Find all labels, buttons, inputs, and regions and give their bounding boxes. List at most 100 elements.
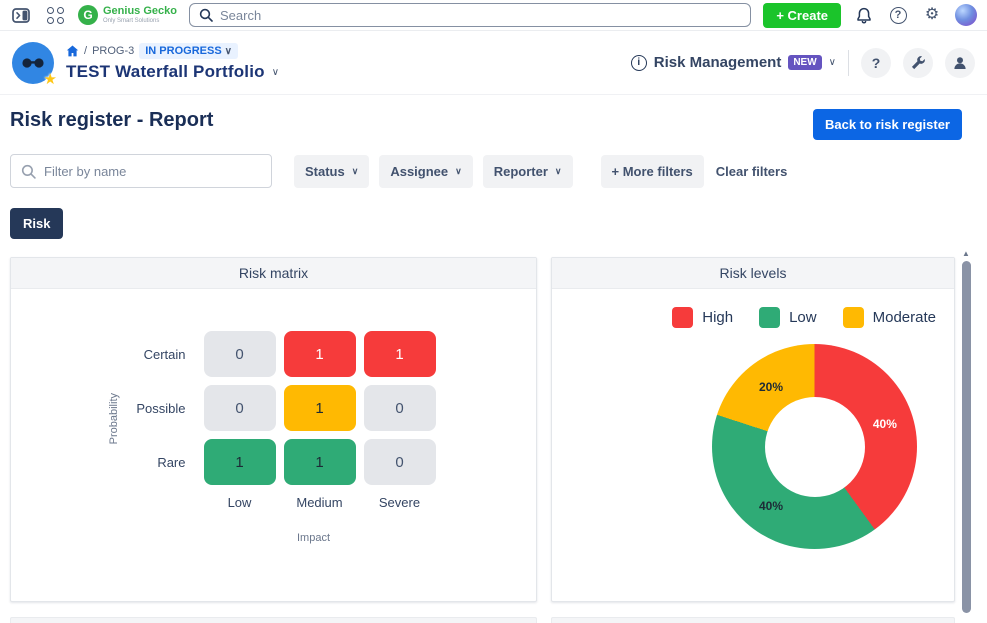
wrench-icon bbox=[911, 56, 925, 70]
matrix-cell-possible-low[interactable]: 0 bbox=[203, 385, 276, 431]
clear-filters-link[interactable]: Clear filters bbox=[715, 163, 788, 179]
matrix-row: Rare 1 1 0 bbox=[122, 435, 440, 489]
top-navbar: G Genius Gecko Only Smart Solutions + Cr… bbox=[0, 0, 987, 31]
donut-chart-area: 40% 40% 20% bbox=[712, 344, 917, 549]
matrix-row: Possible 0 1 0 bbox=[122, 381, 440, 435]
filter-bar: Status∨ Assignee∨ Reporter∨ + More filte… bbox=[0, 146, 987, 188]
breadcrumb-project-key[interactable]: PROG-3 bbox=[92, 45, 135, 57]
help-icon[interactable]: ? bbox=[887, 4, 909, 26]
risk-matrix-body: Probability Certain 0 1 1 Possible 0 1 0 Rare 1 1 0… bbox=[11, 289, 536, 601]
matrix-cell-possible-severe[interactable]: 0 bbox=[363, 385, 436, 431]
risk-matrix-card: Risk matrix Probability Certain 0 1 1 Possib… bbox=[10, 257, 537, 602]
genius-gecko-logo[interactable]: G Genius Gecko Only Smart Solutions bbox=[78, 5, 177, 25]
tools-wrench-button[interactable] bbox=[903, 47, 933, 78]
breadcrumb: / PROG-3 IN PROGRESS ∨ bbox=[66, 43, 279, 59]
legend-swatch bbox=[672, 307, 694, 328]
back-to-risk-register-button[interactable]: Back to risk register bbox=[812, 109, 962, 140]
matrix-cell-rare-low[interactable]: 1 bbox=[203, 439, 276, 485]
legend-swatch bbox=[759, 307, 781, 328]
matrix-column-label: Severe bbox=[378, 495, 421, 510]
scroll-up-arrow-icon[interactable]: ▲ bbox=[962, 249, 970, 258]
reporter-filter-dropdown[interactable]: Reporter ∨ bbox=[482, 154, 573, 188]
vertical-scrollbar[interactable]: ▲ bbox=[960, 249, 973, 623]
user-avatar[interactable] bbox=[955, 4, 977, 26]
status-filter-dropdown[interactable]: Status ∨ bbox=[294, 154, 370, 188]
settings-gear-icon[interactable]: ⚙ bbox=[924, 6, 940, 23]
risk-levels-title: Risk levels bbox=[552, 258, 954, 289]
risk-matrix-grid: Certain 0 1 1 Possible 0 1 0 Rare 1 1 0 Low Medium Sev… bbox=[122, 327, 440, 510]
chevron-down-icon: ∨ bbox=[828, 57, 836, 68]
name-filter-field[interactable] bbox=[10, 154, 272, 188]
more-filters-button[interactable]: + More filters bbox=[600, 154, 704, 188]
logo-tagline: Only Smart Solutions bbox=[103, 18, 160, 24]
search-icon bbox=[21, 164, 36, 179]
chevron-down-icon: ∨ bbox=[351, 165, 359, 176]
risk-management-menu[interactable]: i Risk Management NEW ∨ bbox=[630, 54, 836, 71]
name-filter-input[interactable] bbox=[44, 163, 261, 179]
scrollbar-thumb[interactable] bbox=[962, 261, 971, 613]
profile-button[interactable] bbox=[945, 47, 975, 78]
matrix-column-label: Low bbox=[227, 495, 252, 510]
slice-label-moderate: 20% bbox=[758, 379, 784, 394]
search-icon bbox=[199, 8, 213, 22]
slice-label-high: 40% bbox=[872, 416, 897, 431]
chevron-down-icon: ∨ bbox=[455, 165, 462, 176]
create-button[interactable]: + Create bbox=[763, 2, 841, 28]
legend-label: Low bbox=[789, 309, 817, 326]
assignee-filter-dropdown[interactable]: Assignee ∨ bbox=[379, 154, 473, 188]
risk-levels-card: Risk levels High Low Moderate 40% 40% 20% bbox=[551, 257, 955, 602]
slice-label-low: 40% bbox=[758, 499, 784, 514]
legend-item-moderate[interactable]: Moderate bbox=[842, 307, 936, 328]
matrix-cell-certain-medium[interactable]: 1 bbox=[283, 331, 356, 377]
matrix-row-label: Certain bbox=[143, 346, 186, 362]
home-icon[interactable] bbox=[66, 45, 79, 57]
project-header: ★ / PROG-3 IN PROGRESS ∨ TEST Waterfall … bbox=[0, 31, 987, 95]
matrix-column-label: Medium bbox=[296, 495, 343, 510]
notifications-bell-icon[interactable] bbox=[853, 4, 875, 26]
status-badge[interactable]: IN PROGRESS ∨ bbox=[139, 43, 238, 59]
matrix-y-axis-label: Probability bbox=[107, 392, 120, 445]
matrix-cell-certain-severe[interactable]: 1 bbox=[363, 331, 436, 377]
tab-row: Risk bbox=[0, 188, 987, 239]
glasses-icon bbox=[22, 57, 44, 68]
risk-levels-legend: High Low Moderate bbox=[552, 307, 936, 328]
sidebar-toggle-icon[interactable] bbox=[10, 4, 32, 26]
matrix-cell-rare-severe[interactable]: 0 bbox=[363, 439, 436, 485]
legend-label: Moderate bbox=[872, 309, 936, 326]
legend-label: High bbox=[702, 309, 734, 326]
next-card-header-partial bbox=[551, 617, 955, 623]
legend-swatch bbox=[842, 307, 864, 328]
project-title-row[interactable]: TEST Waterfall Portfolio ∨ bbox=[66, 62, 279, 82]
logo-name: Genius Gecko bbox=[103, 5, 177, 17]
new-badge: NEW bbox=[788, 55, 822, 70]
donut-hole bbox=[764, 396, 865, 497]
legend-item-low[interactable]: Low bbox=[759, 307, 817, 328]
matrix-cell-rare-medium[interactable]: 1 bbox=[283, 439, 356, 485]
matrix-cell-possible-medium[interactable]: 1 bbox=[283, 385, 356, 431]
global-search[interactable] bbox=[188, 3, 752, 27]
tab-risk[interactable]: Risk bbox=[10, 208, 64, 239]
app-label: Risk Management bbox=[653, 54, 782, 71]
info-icon: i bbox=[630, 54, 647, 71]
breadcrumb-separator: / bbox=[84, 45, 88, 57]
chevron-down-icon: ∨ bbox=[554, 165, 562, 176]
gecko-logo-icon: G bbox=[78, 5, 98, 25]
matrix-cell-certain-low[interactable]: 0 bbox=[203, 331, 276, 377]
report-cards: Risk matrix Probability Certain 0 1 1 Possib… bbox=[0, 257, 987, 602]
risk-levels-body: High Low Moderate 40% 40% 20% bbox=[552, 289, 954, 601]
matrix-row: Certain 0 1 1 bbox=[122, 327, 440, 381]
help-button[interactable]: ? bbox=[861, 47, 891, 78]
risk-matrix-title: Risk matrix bbox=[11, 258, 536, 289]
matrix-column-labels: Low Medium Severe bbox=[122, 489, 440, 510]
legend-item-high[interactable]: High bbox=[672, 307, 733, 328]
page-title: Risk register - Report bbox=[10, 109, 214, 131]
matrix-row-label: Possible bbox=[136, 400, 186, 416]
page-heading-row: Risk register - Report Back to risk regi… bbox=[0, 95, 987, 146]
app-switcher-icon[interactable] bbox=[44, 4, 66, 26]
next-card-header-partial bbox=[10, 617, 537, 623]
search-input[interactable] bbox=[219, 7, 742, 23]
project-avatar[interactable]: ★ bbox=[12, 41, 57, 88]
chevron-down-icon: ∨ bbox=[224, 45, 232, 57]
chevron-down-icon: ∨ bbox=[271, 66, 280, 78]
